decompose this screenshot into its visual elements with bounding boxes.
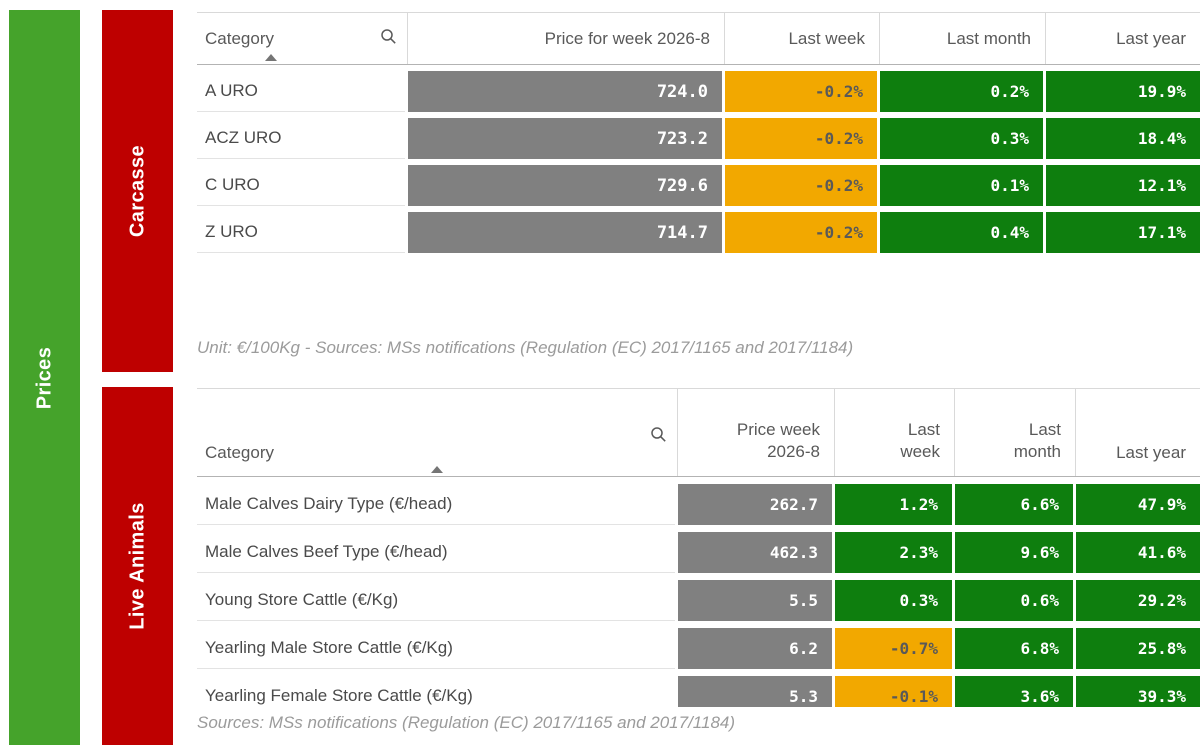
last-year-cell: 29.2% [1076, 580, 1200, 621]
carcasse-banner-label: Carcasse [126, 144, 148, 238]
column-header-price[interactable]: Price for week 2026-8 [408, 13, 725, 64]
search-icon[interactable] [380, 28, 397, 50]
last-week-cell: 2.3% [835, 532, 952, 573]
last-month-cell: 0.4% [880, 212, 1043, 253]
live-animals-price-table: Category Price week 2026-8 Last week [197, 388, 1200, 707]
last-month-header-line2: month [1013, 442, 1061, 461]
live-animals-table-header: Category Price week 2026-8 Last week [197, 388, 1200, 477]
prices-banner-label: Prices [33, 346, 55, 409]
last-year-cell: 39.3% [1076, 676, 1200, 707]
prices-banner: Prices [9, 10, 80, 745]
last-year-cell: 18.4% [1046, 118, 1200, 159]
column-header-last-year-label: Last year [1116, 443, 1186, 462]
category-cell[interactable]: Male Calves Dairy Type (€/head) [197, 484, 675, 525]
column-header-category-label: Category [205, 443, 274, 462]
last-week-cell: -0.2% [725, 212, 877, 253]
sort-ascending-icon [265, 54, 277, 61]
carcasse-table-footnote: Unit: €/100Kg - Sources: MSs notificatio… [197, 338, 854, 357]
price-cell: 6.2 [678, 628, 832, 669]
table-row: Male Calves Beef Type (€/head) 462.3 2.3… [197, 532, 1200, 573]
category-cell[interactable]: C URO [197, 165, 405, 206]
column-header-price[interactable]: Price week 2026-8 [678, 389, 835, 476]
column-header-last-month-label: Last month [1014, 419, 1061, 463]
last-year-cell: 25.8% [1076, 628, 1200, 669]
table-row: Male Calves Dairy Type (€/head) 262.7 1.… [197, 484, 1200, 525]
last-year-cell: 41.6% [1076, 532, 1200, 573]
live-animals-table-footnote: Sources: MSs notifications (Regulation (… [197, 713, 736, 732]
column-header-last-month[interactable]: Last month [955, 389, 1076, 476]
table-row: Z URO 714.7 -0.2% 0.4% 17.1% [197, 212, 1200, 253]
last-week-cell: -0.2% [725, 71, 877, 112]
last-month-cell: 6.8% [955, 628, 1073, 669]
column-header-category[interactable]: Category [197, 13, 408, 64]
column-header-last-week-label: Last week [900, 419, 940, 463]
live-animals-banner: Live Animals [102, 387, 173, 745]
price-header-line2: 2026-8 [767, 442, 820, 461]
column-header-price-label: Price for week 2026-8 [544, 28, 710, 48]
price-cell: 262.7 [678, 484, 832, 525]
last-month-cell: 0.1% [880, 165, 1043, 206]
table-row: ACZ URO 723.2 -0.2% 0.3% 18.4% [197, 118, 1200, 159]
carcasse-table-header: Category Price for week 2026-8 Last week… [197, 12, 1200, 65]
live-animals-banner-label: Live Animals [126, 502, 148, 630]
category-cell[interactable]: ACZ URO [197, 118, 405, 159]
column-header-last-week[interactable]: Last week [835, 389, 955, 476]
column-header-price-label: Price week 2026-8 [737, 419, 820, 463]
last-week-header-line1: Last [907, 420, 940, 439]
table-row: C URO 729.6 -0.2% 0.1% 12.1% [197, 165, 1200, 206]
table-row: Yearling Male Store Cattle (€/Kg) 6.2 -0… [197, 628, 1200, 669]
table-row: A URO 724.0 -0.2% 0.2% 19.9% [197, 71, 1200, 112]
price-cell: 5.5 [678, 580, 832, 621]
table-row: Yearling Female Store Cattle (€/Kg) 5.3 … [197, 676, 1200, 707]
price-cell: 723.2 [408, 118, 722, 159]
price-cell: 724.0 [408, 71, 722, 112]
category-cell[interactable]: Yearling Male Store Cattle (€/Kg) [197, 628, 675, 669]
last-week-cell: 0.3% [835, 580, 952, 621]
category-cell[interactable]: Z URO [197, 212, 405, 253]
last-year-cell: 12.1% [1046, 165, 1200, 206]
column-header-last-year[interactable]: Last year [1076, 389, 1200, 476]
column-header-last-month-label: Last month [946, 28, 1031, 48]
column-header-last-week-label: Last week [788, 28, 865, 48]
column-header-last-year[interactable]: Last year [1046, 13, 1200, 64]
last-week-cell: -0.7% [835, 628, 952, 669]
last-month-header-line1: Last [1028, 420, 1061, 439]
last-week-header-line2: week [900, 442, 940, 461]
category-cell[interactable]: Yearling Female Store Cattle (€/Kg) [197, 676, 675, 707]
last-month-cell: 0.2% [880, 71, 1043, 112]
category-cell[interactable]: Young Store Cattle (€/Kg) [197, 580, 675, 621]
price-cell: 5.3 [678, 676, 832, 707]
last-week-cell: -0.1% [835, 676, 952, 707]
price-cell: 729.6 [408, 165, 722, 206]
category-cell[interactable]: A URO [197, 71, 405, 112]
last-week-cell: -0.2% [725, 118, 877, 159]
price-cell: 462.3 [678, 532, 832, 573]
last-month-cell: 3.6% [955, 676, 1073, 707]
last-month-cell: 0.6% [955, 580, 1073, 621]
price-header-line1: Price week [736, 420, 820, 439]
last-week-cell: -0.2% [725, 165, 877, 206]
search-icon[interactable] [650, 426, 667, 448]
last-year-cell: 47.9% [1076, 484, 1200, 525]
last-week-cell: 1.2% [835, 484, 952, 525]
carcasse-banner: Carcasse [102, 10, 173, 372]
carcasse-price-table: Category Price for week 2026-8 Last week… [197, 12, 1200, 253]
category-cell[interactable]: Male Calves Beef Type (€/head) [197, 532, 675, 573]
column-header-last-year-label: Last year [1116, 28, 1186, 48]
last-month-cell: 0.3% [880, 118, 1043, 159]
last-month-cell: 6.6% [955, 484, 1073, 525]
table-row: Young Store Cattle (€/Kg) 5.5 0.3% 0.6% … [197, 580, 1200, 621]
price-cell: 714.7 [408, 212, 722, 253]
column-header-last-week[interactable]: Last week [725, 13, 880, 64]
last-month-cell: 9.6% [955, 532, 1073, 573]
last-year-cell: 19.9% [1046, 71, 1200, 112]
column-header-category[interactable]: Category [197, 389, 678, 476]
sort-ascending-icon [431, 466, 443, 473]
column-header-category-label: Category [205, 28, 274, 48]
column-header-last-month[interactable]: Last month [880, 13, 1046, 64]
last-year-cell: 17.1% [1046, 212, 1200, 253]
